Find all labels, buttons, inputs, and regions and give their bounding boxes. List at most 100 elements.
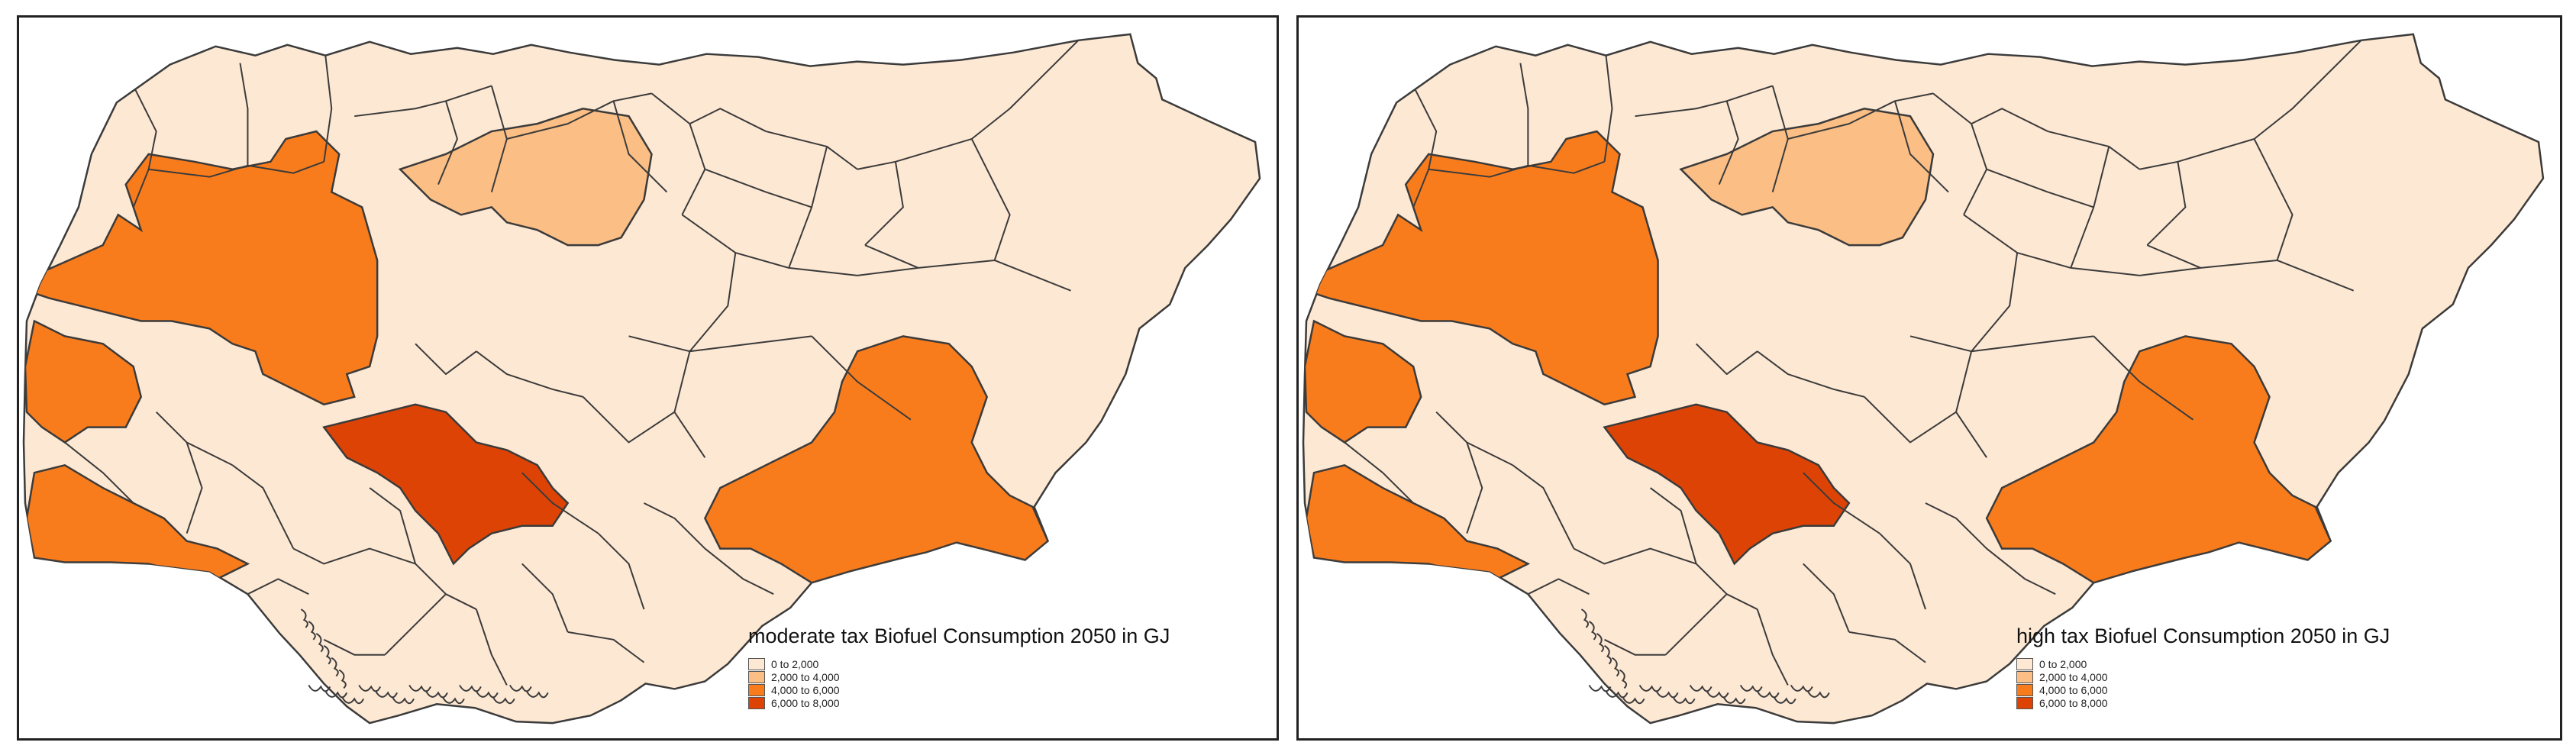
state-border xyxy=(1519,63,1529,166)
state-border xyxy=(1971,252,2019,352)
legend-label: 6,000 to 8,000 xyxy=(771,696,840,709)
state-border xyxy=(1893,101,1949,193)
legend-item: 2,000 to 4,000 xyxy=(748,670,1170,683)
state-border xyxy=(689,252,737,352)
state-border xyxy=(1527,578,1590,595)
state-region xyxy=(1303,319,1422,444)
legend-label: 6,000 to 8,000 xyxy=(2039,696,2108,709)
legend-label: 0 to 2,000 xyxy=(771,657,819,670)
state-border xyxy=(384,593,447,656)
state-border xyxy=(1573,547,1696,565)
state-border xyxy=(323,638,386,656)
legend-swatch xyxy=(748,670,765,683)
legend-label: 0 to 2,000 xyxy=(2039,657,2087,670)
state-border xyxy=(1512,464,1575,550)
state-border xyxy=(369,487,477,610)
state-border xyxy=(705,168,812,208)
choropleth-map xyxy=(1302,33,2545,725)
state-border xyxy=(582,396,675,444)
state-border xyxy=(1925,502,1987,550)
legend-swatch xyxy=(2016,683,2033,696)
state-border xyxy=(132,85,157,208)
legend-label: 4,000 to 6,000 xyxy=(771,683,840,696)
state-region xyxy=(322,403,570,566)
state-border xyxy=(1864,396,1957,444)
state-region xyxy=(398,107,653,247)
legend-swatch xyxy=(748,696,765,709)
state-region xyxy=(1603,403,1851,566)
state-border xyxy=(2093,335,2194,421)
legend-swatch xyxy=(748,683,765,696)
state-region xyxy=(703,335,1050,584)
legend-item: 4,000 to 6,000 xyxy=(2016,683,2390,696)
delta-coastline xyxy=(1580,608,1830,705)
state-border xyxy=(1803,472,1880,534)
state-border xyxy=(1756,608,1789,686)
legend-item: 0 to 2,000 xyxy=(748,657,1170,670)
state-border xyxy=(1757,350,1865,398)
state-border xyxy=(415,343,477,376)
state-region xyxy=(1679,107,1935,247)
state-border xyxy=(1932,92,2048,132)
state-border xyxy=(2146,244,2201,269)
state-border xyxy=(2047,131,2140,170)
legend-swatch xyxy=(748,657,765,670)
state-region xyxy=(1305,130,1659,406)
state-border xyxy=(1412,85,1438,208)
state-border xyxy=(475,608,508,686)
state-border xyxy=(1664,593,1728,656)
state-border xyxy=(521,563,569,633)
legend-label: 4,000 to 6,000 xyxy=(2039,683,2108,696)
state-region xyxy=(24,319,143,444)
state-border xyxy=(2253,138,2294,261)
legend-label: 2,000 to 4,000 xyxy=(771,670,840,683)
legend-swatch xyxy=(2016,696,2033,709)
map-legend: moderate tax Biofuel Consumption 2050 in… xyxy=(748,625,1170,709)
legend-title: moderate tax Biofuel Consumption 2050 in… xyxy=(748,625,1170,647)
state-border xyxy=(1695,343,1758,376)
state-border xyxy=(292,547,416,565)
choropleth-map xyxy=(22,33,1261,725)
legend-label: 2,000 to 4,000 xyxy=(2039,670,2108,683)
state-region xyxy=(25,130,379,406)
state-border xyxy=(970,138,1011,261)
state-border xyxy=(1787,92,1934,140)
state-border xyxy=(1344,441,1414,504)
state-border xyxy=(650,92,767,132)
state-border xyxy=(323,55,333,162)
state-border xyxy=(64,441,134,504)
state-border xyxy=(864,244,919,269)
state-border xyxy=(1955,350,1987,458)
state-border xyxy=(1604,638,1666,656)
legend-title: high tax Biofuel Consumption 2050 in GJ xyxy=(2016,625,2390,647)
state-border xyxy=(1466,442,1483,534)
state-border xyxy=(437,101,458,185)
state-border xyxy=(2146,161,2187,246)
state-border xyxy=(231,464,295,550)
legend-item: 0 to 2,000 xyxy=(2016,657,2390,670)
legend-item: 6,000 to 8,000 xyxy=(748,696,1170,709)
state-border xyxy=(1963,123,1988,215)
state-border xyxy=(1803,563,1850,633)
legend-item: 2,000 to 4,000 xyxy=(2016,670,2390,683)
state-border xyxy=(2071,259,2355,292)
state-border xyxy=(1986,168,2094,208)
state-border xyxy=(612,101,668,193)
map-legend: high tax Biofuel Consumption 2050 in GJ … xyxy=(2016,625,2390,709)
state-border xyxy=(567,631,645,663)
state-border xyxy=(1649,487,1758,610)
legend-item: 6,000 to 8,000 xyxy=(2016,696,2390,709)
map-panel-high-tax: high tax Biofuel Consumption 2050 in GJ … xyxy=(1296,15,2562,741)
state-border xyxy=(644,502,706,550)
state-border xyxy=(1848,631,1926,663)
state-border xyxy=(628,335,812,353)
state-border xyxy=(1879,533,1926,610)
delta-coastline xyxy=(300,608,549,705)
legend-swatch xyxy=(2016,657,2033,670)
map-panel-moderate-tax: moderate tax Biofuel Consumption 2050 in… xyxy=(17,15,1279,741)
state-border xyxy=(247,578,309,595)
state-border xyxy=(864,161,904,246)
state-border xyxy=(811,335,912,421)
state-border xyxy=(186,442,203,534)
state-border xyxy=(597,533,645,610)
